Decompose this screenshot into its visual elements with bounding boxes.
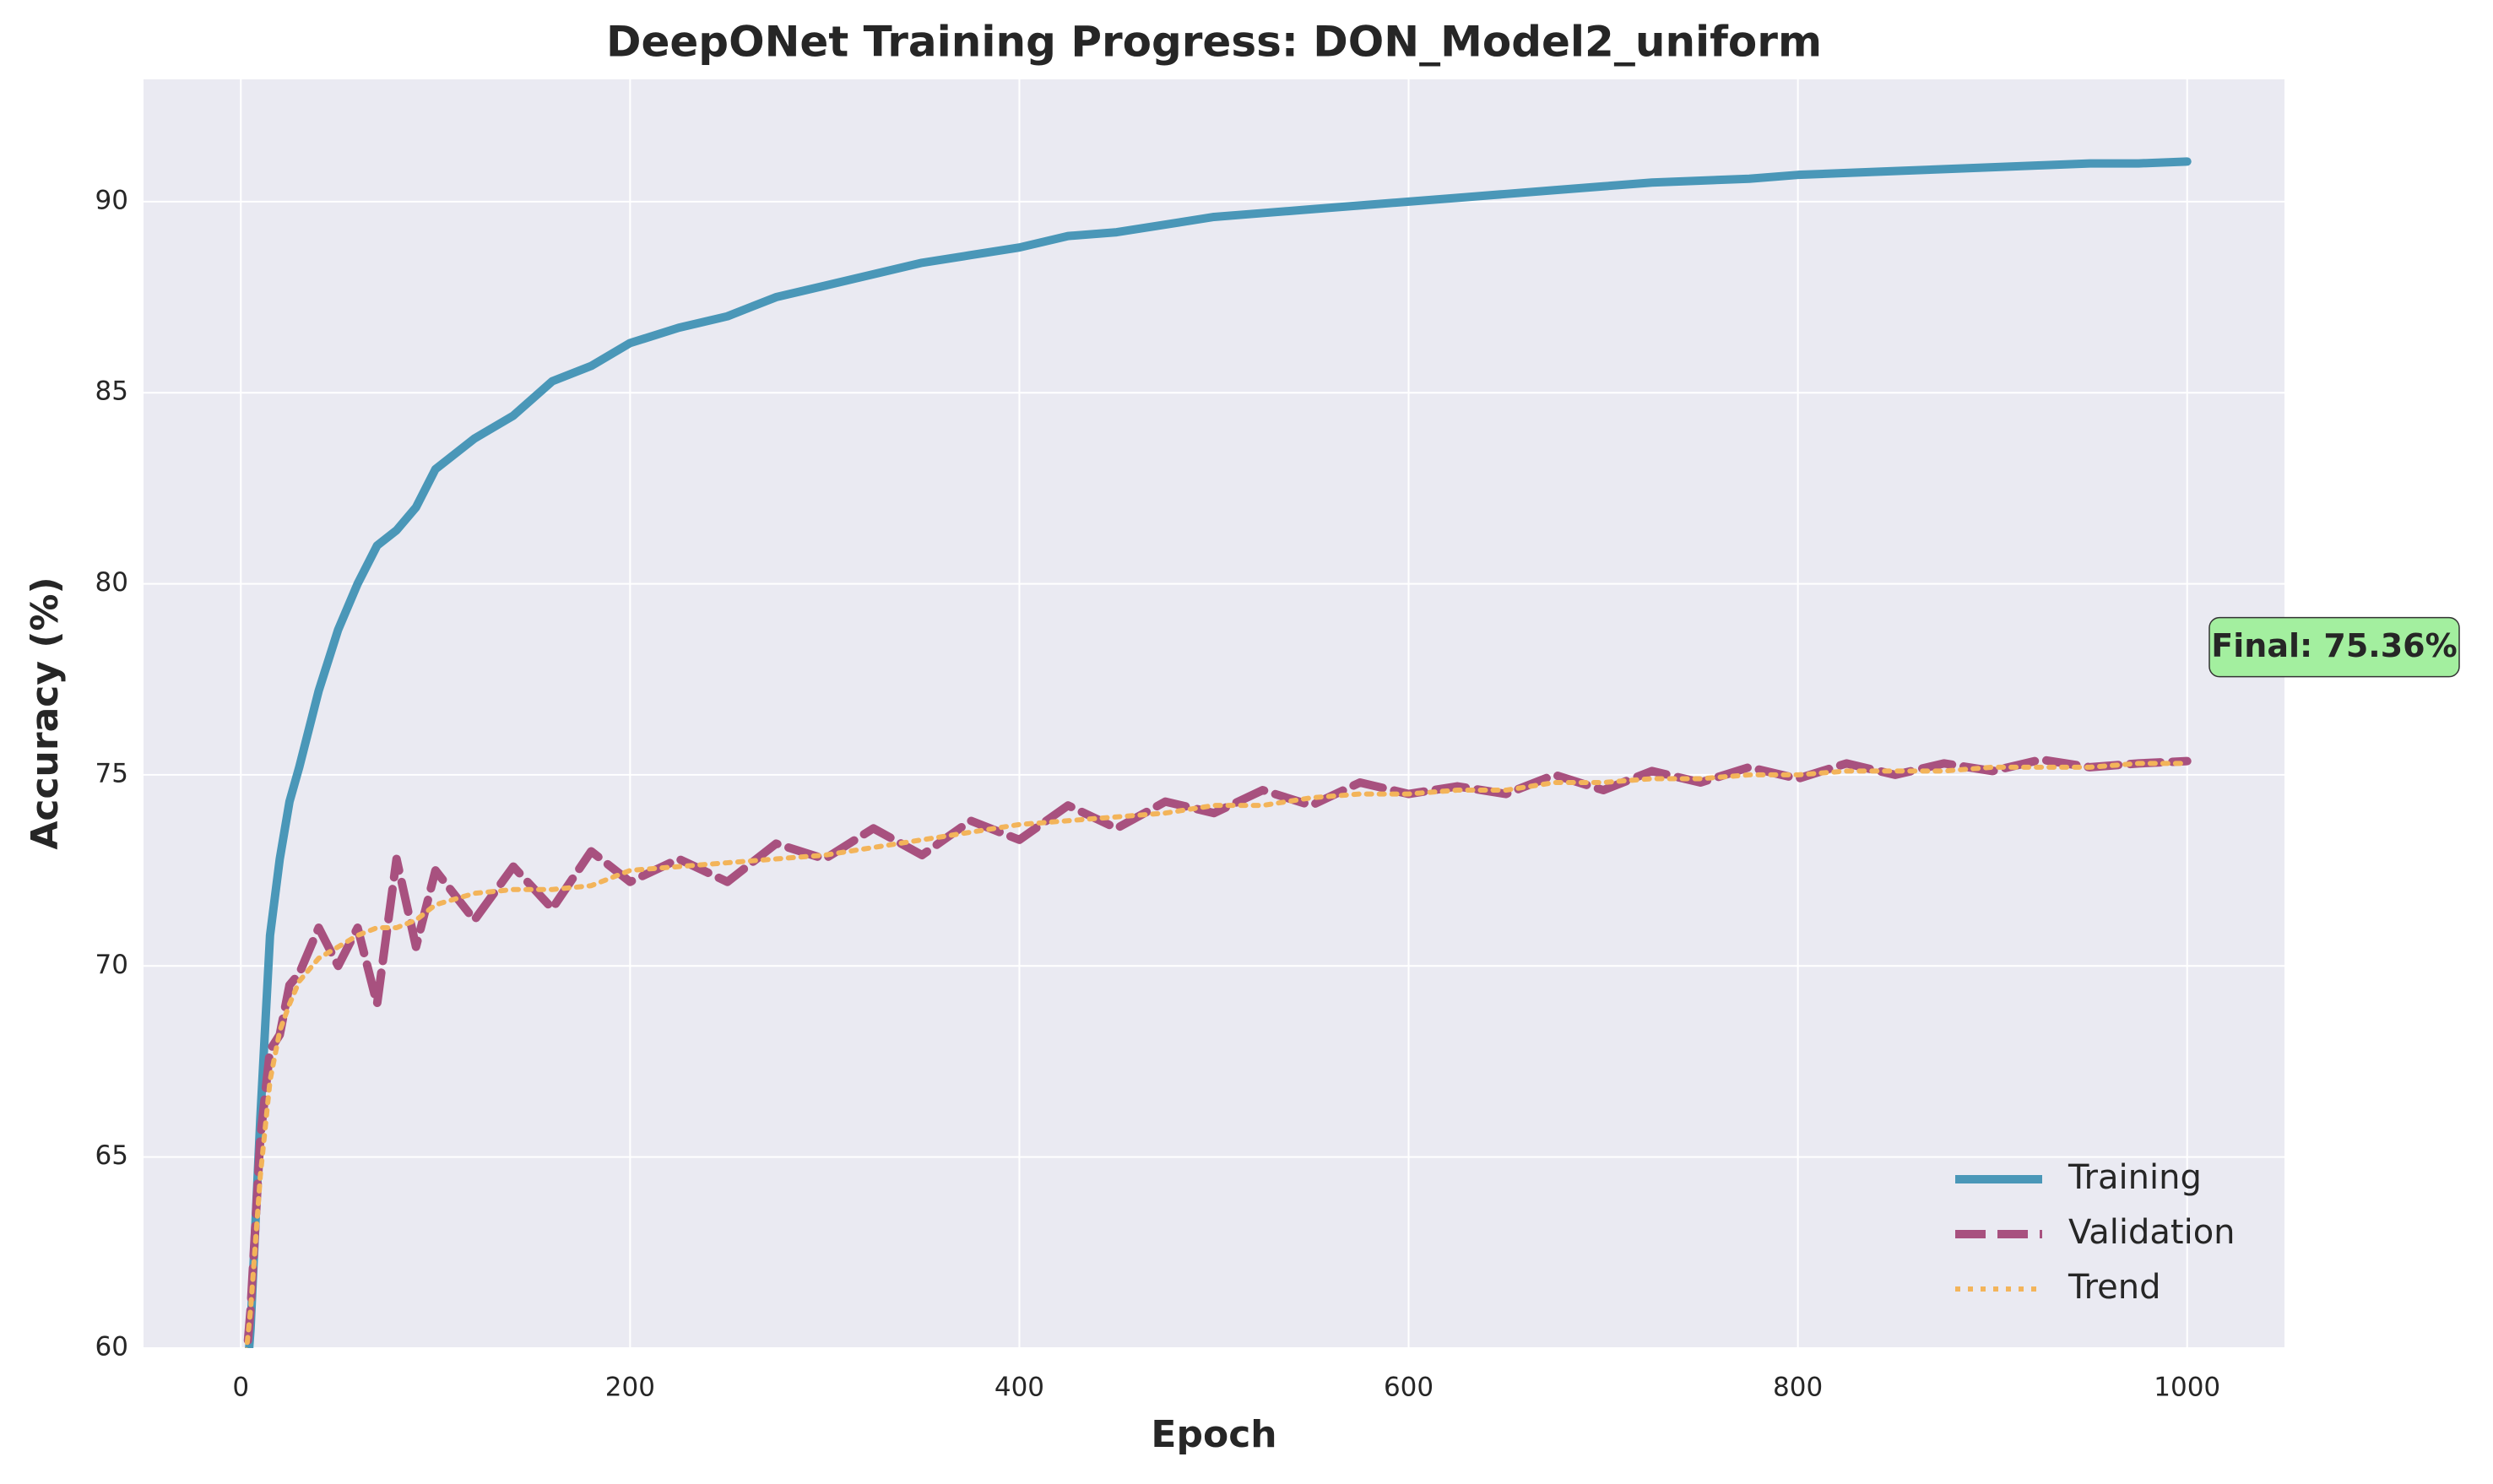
legend-label: Validation — [2068, 1213, 2236, 1252]
y-tick-label: 85 — [95, 376, 128, 407]
y-tick-label: 60 — [95, 1332, 128, 1362]
x-tick-label: 200 — [605, 1373, 655, 1403]
annotation: Final: 75.36% — [2211, 627, 2457, 664]
y-tick-label: 65 — [95, 1140, 128, 1171]
legend-label: Trend — [2068, 1268, 2160, 1307]
x-tick-label: 400 — [994, 1373, 1044, 1403]
series-line — [245, 157, 2192, 1348]
y-axis-label: Accuracy (%) — [24, 577, 67, 849]
plot-area — [144, 79, 2284, 1348]
y-tick-label: 80 — [95, 567, 128, 598]
x-axis-label: Epoch — [1151, 1413, 1276, 1456]
y-tick-label: 75 — [95, 758, 128, 788]
legend-label: Training — [2068, 1158, 2202, 1197]
chart-title: DeepONet Training Progress: DON_Model2_u… — [606, 18, 1822, 67]
x-tick-label: 600 — [1384, 1373, 1433, 1403]
plot-lines — [242, 157, 2192, 1348]
series-line — [244, 761, 2190, 1348]
y-tick-label: 70 — [95, 950, 128, 980]
annotation-box — [2208, 616, 2460, 678]
x-tick-label: 1000 — [2154, 1373, 2220, 1403]
x-tick-label: 0 — [232, 1373, 249, 1403]
y-tick-label: 90 — [95, 185, 128, 215]
x-tick-label: 800 — [1773, 1373, 1823, 1403]
